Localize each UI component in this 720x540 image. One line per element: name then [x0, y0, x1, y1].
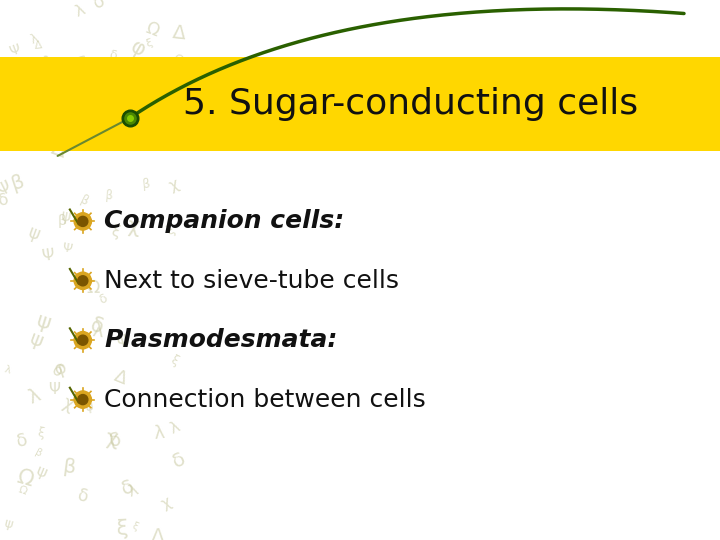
Text: Plasmodesmata:: Plasmodesmata:	[104, 328, 338, 352]
Text: β: β	[58, 214, 67, 228]
Text: ψ: ψ	[31, 116, 48, 134]
FancyBboxPatch shape	[0, 57, 720, 151]
Text: β: β	[105, 189, 113, 202]
Circle shape	[74, 391, 91, 408]
Text: χ: χ	[167, 176, 181, 193]
Text: 5. Sugar-conducting cells: 5. Sugar-conducting cells	[183, 87, 638, 121]
Text: λ: λ	[167, 419, 182, 436]
Text: β: β	[61, 457, 76, 478]
Text: Ω: Ω	[17, 484, 28, 497]
Text: ψ: ψ	[3, 516, 14, 531]
Text: β: β	[120, 71, 135, 92]
Text: ψ: ψ	[33, 311, 53, 334]
Text: Δ: Δ	[150, 528, 164, 540]
Text: β: β	[38, 94, 53, 115]
Text: β: β	[78, 193, 90, 208]
Text: δ: δ	[107, 430, 123, 451]
Text: χ: χ	[1, 57, 13, 77]
Text: Ω: Ω	[0, 95, 18, 119]
Text: Δ: Δ	[49, 138, 69, 162]
Text: β: β	[142, 178, 150, 192]
Text: ξ: ξ	[37, 426, 45, 440]
Text: ψ: ψ	[25, 224, 42, 244]
Text: λ: λ	[3, 364, 12, 375]
Text: ψ: ψ	[59, 209, 71, 225]
Text: ξ: ξ	[109, 224, 122, 241]
Text: ξ: ξ	[131, 521, 140, 532]
Text: Ψ: Ψ	[40, 247, 55, 264]
Circle shape	[78, 395, 88, 404]
Text: ξ: ξ	[20, 89, 34, 110]
Text: Ψ: Ψ	[60, 241, 73, 256]
Text: β: β	[34, 448, 44, 460]
Text: Ψ: Ψ	[7, 42, 22, 59]
Text: φ: φ	[22, 121, 38, 142]
Text: δ: δ	[107, 49, 117, 63]
Circle shape	[78, 217, 88, 226]
Text: δ: δ	[169, 449, 189, 471]
Text: Next to sieve-tube cells: Next to sieve-tube cells	[104, 269, 400, 293]
Text: Ψ: Ψ	[0, 178, 15, 200]
Text: Ω: Ω	[14, 467, 35, 491]
Text: χ: χ	[60, 393, 76, 414]
Text: δ: δ	[52, 69, 61, 80]
Circle shape	[74, 332, 91, 349]
Text: Δ: Δ	[156, 98, 173, 116]
Text: χ: χ	[127, 216, 140, 237]
Text: δ: δ	[49, 362, 64, 380]
Text: δ: δ	[87, 315, 106, 338]
Text: χ: χ	[27, 69, 36, 82]
Text: λ: λ	[29, 31, 40, 46]
Text: β: β	[9, 172, 27, 194]
Text: Δ: Δ	[172, 23, 187, 43]
Text: Δ: Δ	[112, 367, 130, 388]
Text: ψ: ψ	[33, 463, 49, 482]
Circle shape	[74, 213, 91, 230]
Text: δ: δ	[0, 192, 9, 209]
Text: δ: δ	[76, 486, 89, 506]
Text: ψ: ψ	[27, 329, 45, 352]
Text: φ: φ	[128, 93, 143, 111]
Text: Ω: Ω	[86, 279, 99, 298]
Text: φ: φ	[9, 122, 19, 134]
Text: δ: δ	[91, 0, 109, 13]
Text: δ: δ	[97, 292, 109, 307]
Text: ξ: ξ	[169, 353, 181, 368]
Text: ψ: ψ	[114, 331, 129, 348]
Text: ξ: ξ	[116, 518, 128, 539]
Text: Ψ: Ψ	[48, 382, 60, 397]
Text: φ: φ	[53, 358, 69, 379]
Text: ψ: ψ	[84, 399, 94, 414]
Text: δ: δ	[75, 53, 92, 75]
Text: δ: δ	[120, 477, 137, 498]
Text: φ: φ	[127, 37, 149, 61]
Text: χ: χ	[158, 494, 174, 512]
Text: χ: χ	[76, 330, 84, 341]
Text: λ: λ	[126, 482, 140, 500]
Text: ξ: ξ	[145, 38, 154, 49]
Circle shape	[74, 272, 91, 289]
Circle shape	[78, 335, 88, 345]
Text: λ: λ	[41, 55, 55, 75]
Text: Ω: Ω	[143, 19, 161, 40]
Text: λ: λ	[25, 385, 43, 407]
Circle shape	[78, 276, 88, 286]
Text: χ: χ	[104, 428, 119, 450]
Text: ξ: ξ	[164, 223, 177, 238]
Text: Connection between cells: Connection between cells	[104, 388, 426, 411]
Text: Δ: Δ	[64, 116, 84, 139]
Text: Ω: Ω	[174, 53, 185, 67]
Text: Companion cells:: Companion cells:	[104, 210, 345, 233]
Text: λ: λ	[91, 321, 104, 341]
Text: δ: δ	[15, 430, 30, 450]
Text: λ: λ	[73, 2, 87, 19]
Text: λ: λ	[153, 424, 165, 443]
Text: β: β	[79, 211, 94, 227]
Text: Δ: Δ	[34, 40, 42, 51]
